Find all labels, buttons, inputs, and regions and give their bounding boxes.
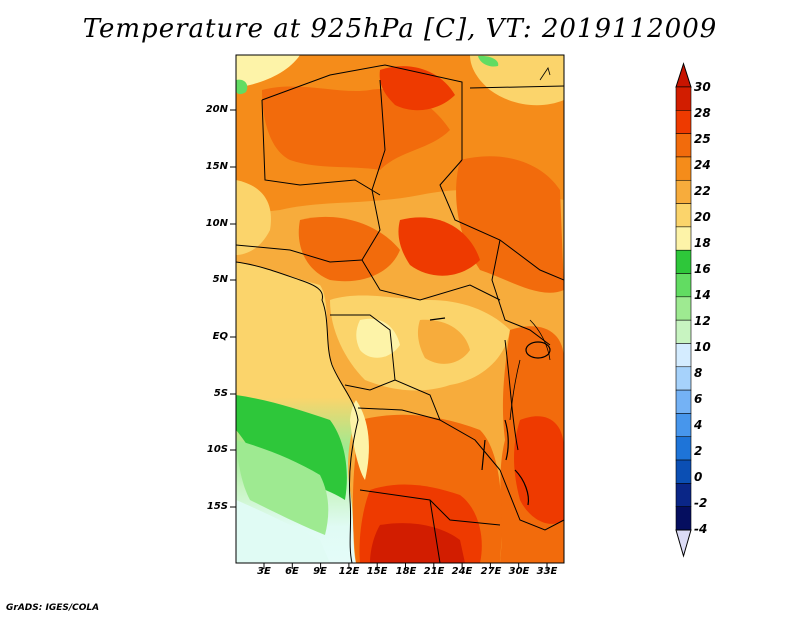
lon-label-6e: 6E bbox=[285, 566, 299, 577]
colorbar-label: 18 bbox=[694, 236, 711, 250]
lat-label-20n: 20N bbox=[205, 104, 228, 115]
colorbar-label: 10 bbox=[694, 340, 711, 354]
colorbar-label: 22 bbox=[694, 184, 711, 198]
lon-label-33e: 33E bbox=[536, 566, 558, 577]
colorbar-label: 24 bbox=[694, 158, 711, 172]
colorbar-label: -4 bbox=[694, 522, 708, 536]
colorbar-swatch bbox=[675, 156, 692, 181]
colorbar-label: -2 bbox=[694, 496, 708, 510]
chart-title: Temperature at 925hPa [C], VT: 201911200… bbox=[82, 14, 718, 44]
lon-label-27e: 27E bbox=[480, 566, 502, 577]
lon-label-12e: 12E bbox=[338, 566, 360, 577]
colorbar-label: 0 bbox=[694, 470, 703, 484]
lon-label-18e: 18E bbox=[395, 566, 417, 577]
colorbar-bottom-arrow bbox=[675, 529, 692, 558]
colorbar-label: 6 bbox=[694, 392, 703, 406]
lat-label-10s: 10S bbox=[206, 444, 228, 455]
lon-label-21e: 21E bbox=[423, 566, 445, 577]
colorbar-swatch bbox=[675, 179, 692, 204]
colorbar-swatch bbox=[675, 506, 692, 531]
lon-label-15e: 15E bbox=[366, 566, 388, 577]
lon-label-24e: 24E bbox=[451, 566, 473, 577]
colorbar bbox=[675, 62, 692, 558]
lat-label-15s: 15S bbox=[206, 501, 228, 512]
political-borders bbox=[236, 64, 564, 563]
colorbar-swatch bbox=[675, 273, 692, 298]
axis-ticks bbox=[230, 109, 548, 569]
colorbar-swatch bbox=[675, 249, 692, 274]
colorbar-swatch bbox=[675, 366, 692, 391]
colorbar-swatch bbox=[675, 483, 692, 507]
colorbar-swatch bbox=[675, 436, 692, 461]
lat-label-15n: 15N bbox=[205, 161, 228, 172]
colorbar-swatch bbox=[675, 86, 692, 111]
colorbar-label: 20 bbox=[694, 210, 711, 224]
colorbar-label: 2 bbox=[694, 444, 703, 458]
colorbar-swatch bbox=[675, 319, 692, 344]
colorbar-label: 30 bbox=[694, 80, 711, 94]
lat-label-5n: 5N bbox=[212, 274, 228, 285]
colorbar-label: 12 bbox=[694, 314, 711, 328]
temperature-field bbox=[236, 55, 564, 563]
lon-label-9e: 9E bbox=[313, 566, 327, 577]
colorbar-label: 8 bbox=[694, 366, 703, 380]
colorbar-swatch bbox=[675, 226, 692, 251]
colorbar-swatch bbox=[675, 133, 692, 158]
lon-label-30e: 30E bbox=[508, 566, 530, 577]
map-frame bbox=[235, 54, 565, 564]
lat-label-10n: 10N bbox=[205, 218, 228, 229]
lat-label-eq: EQ bbox=[212, 331, 228, 342]
colorbar-swatch bbox=[675, 203, 692, 228]
lakes bbox=[429, 317, 551, 506]
colorbar-swatch bbox=[675, 389, 692, 414]
colorbar-label: 25 bbox=[694, 132, 711, 146]
colorbar-label: 16 bbox=[694, 262, 711, 276]
credit-text: GrADS: IGES/COLA bbox=[6, 603, 100, 613]
colorbar-swatch bbox=[675, 343, 692, 368]
colorbar-label: 28 bbox=[694, 106, 711, 120]
colorbar-top-arrow bbox=[675, 62, 692, 88]
colorbar-label: 4 bbox=[694, 418, 703, 432]
colorbar-swatch bbox=[675, 459, 692, 484]
colorbar-swatch bbox=[675, 296, 692, 321]
colorbar-swatch bbox=[675, 110, 692, 134]
colorbar-swatch bbox=[675, 413, 692, 438]
colorbar-label: 14 bbox=[694, 288, 711, 302]
lat-label-5s: 5S bbox=[213, 388, 228, 399]
lon-label-3e: 3E bbox=[257, 566, 271, 577]
